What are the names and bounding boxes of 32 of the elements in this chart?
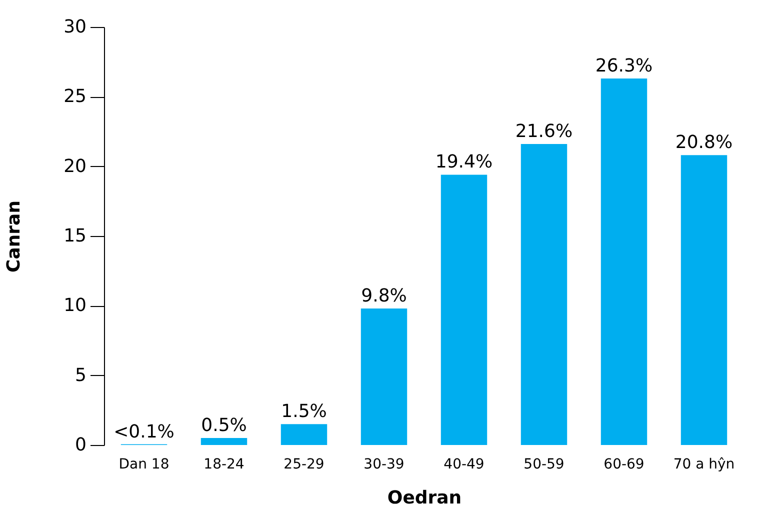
bar — [440, 174, 488, 445]
data-label: <0.1% — [114, 421, 174, 442]
bar — [600, 78, 648, 445]
x-tick-label: 40-49 — [444, 456, 484, 472]
y-tick-label: 30 — [64, 16, 86, 38]
x-tick-label: 25-29 — [284, 456, 324, 472]
x-tick-label: 60-69 — [604, 456, 644, 472]
x-tick-label: 70 a hŷn — [673, 456, 735, 472]
bar — [520, 144, 568, 445]
bar — [200, 438, 248, 445]
bar — [680, 155, 728, 445]
y-tick-label: 0 — [75, 434, 86, 456]
bar — [360, 308, 408, 445]
y-tick-label: 20 — [64, 156, 86, 177]
bar — [280, 424, 328, 445]
y-tick-label: 25 — [64, 86, 86, 108]
y-tick-label: 15 — [64, 226, 86, 246]
data-label: 19.4% — [435, 152, 493, 173]
data-label: 0.5% — [201, 415, 247, 436]
y-axis-title: Canran — [4, 200, 25, 273]
y-tick-label: 5 — [75, 364, 86, 386]
data-label: 21.6% — [515, 121, 573, 142]
data-label: 9.8% — [361, 285, 407, 306]
x-tick-label: 50-59 — [524, 456, 564, 472]
x-tick-label: Dan 18 — [118, 456, 170, 472]
data-label: 26.3% — [595, 56, 653, 77]
x-tick-label: 18-24 — [204, 456, 244, 472]
x-axis-title: Oedran — [387, 488, 462, 508]
y-tick-label: 10 — [64, 295, 86, 316]
x-tick-label: 30-39 — [364, 456, 404, 472]
data-label: 1.5% — [281, 401, 327, 422]
data-label: 20.8% — [675, 132, 733, 154]
